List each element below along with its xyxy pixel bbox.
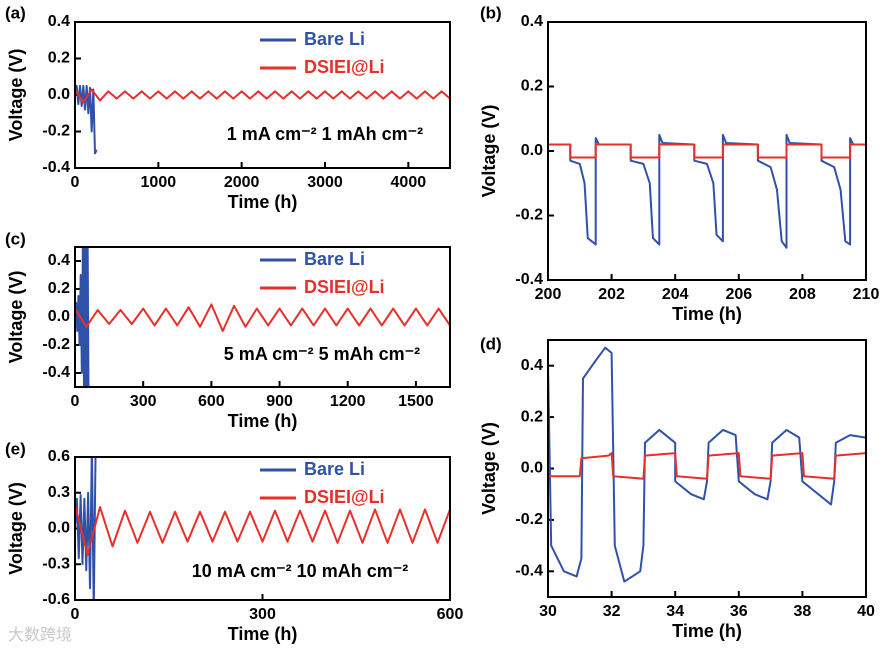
x-axis-title: Time (h) (228, 624, 298, 644)
y-tick-label: -0.4 (515, 563, 543, 580)
x-tick-label: 32 (603, 603, 621, 620)
legend-label: Bare Li (304, 459, 365, 479)
x-tick-label: 36 (730, 603, 748, 620)
y-tick-label: -0.4 (515, 271, 543, 288)
x-tick-label: 300 (249, 606, 276, 623)
y-tick-label: -0.2 (42, 336, 70, 353)
y-tick-label: 0.4 (521, 357, 543, 374)
panel: (b) -0.4 -0.2 0.0 0.2 0.4 200 202 204 206 208 210 Ti… (479, 3, 880, 323)
x-tick-label: 208 (789, 286, 816, 303)
y-tick-label: 0.2 (521, 408, 543, 425)
y-tick-label: -0.6 (42, 591, 70, 608)
x-tick-label: 0 (71, 174, 80, 191)
y-tick-label: 0.4 (521, 13, 543, 30)
y-tick-label: -0.2 (515, 207, 543, 224)
x-tick-label: 1200 (330, 393, 366, 410)
legend-label: DSIEI@Li (304, 57, 385, 77)
x-tick-label: 1500 (398, 393, 434, 410)
y-tick-label: -0.4 (42, 159, 70, 176)
x-axis-title: Time (h) (228, 411, 298, 431)
x-tick-label: 900 (266, 393, 293, 410)
y-tick-label: 0.0 (48, 520, 70, 537)
data-line (75, 457, 97, 600)
y-tick-label: 0.2 (521, 78, 543, 95)
x-tick-label: 210 (853, 286, 880, 303)
annotation: 1 mA cm⁻² 1 mAh cm⁻² (227, 124, 423, 144)
data-line (75, 247, 90, 387)
panel: (e) -0.6 -0.3 0.0 0.3 0.6 0 300 600 Time (h) Volta… (5, 439, 463, 643)
x-tick-label: 0 (71, 393, 80, 410)
panel-label: (e) (5, 439, 26, 458)
panel-label: (d) (480, 334, 502, 353)
watermark: 大数跨境 (8, 625, 72, 644)
plot-frame (74, 246, 451, 388)
plot-frame (74, 21, 451, 169)
plot-frame (547, 339, 867, 598)
x-tick-label: 206 (725, 286, 752, 303)
annotation: 5 mA cm⁻² 5 mAh cm⁻² (224, 344, 420, 364)
legend-label: DSIEI@Li (304, 277, 385, 297)
y-tick-label: -0.2 (42, 123, 70, 140)
y-tick-label: 0.0 (521, 142, 543, 159)
y-tick-label: 0.3 (48, 484, 70, 501)
y-tick-label: 0.6 (48, 448, 70, 465)
y-tick-label: 0.0 (521, 460, 543, 477)
x-tick-label: 200 (535, 286, 562, 303)
y-tick-label: -0.2 (515, 511, 543, 528)
x-tick-label: 202 (598, 286, 625, 303)
x-tick-label: 204 (662, 286, 689, 303)
y-axis-title: Voltage (V) (479, 105, 499, 198)
y-tick-label: 0.0 (48, 86, 70, 103)
y-axis-title: Voltage (V) (6, 271, 26, 364)
y-axis-title: Voltage (V) (6, 482, 26, 575)
y-tick-label: -0.4 (42, 364, 70, 381)
x-tick-label: 38 (794, 603, 812, 620)
x-tick-label: 600 (437, 606, 464, 623)
panel-label: (a) (5, 3, 26, 22)
x-tick-label: 3000 (307, 174, 343, 191)
legend-label: DSIEI@Li (304, 487, 385, 507)
data-line (548, 143, 866, 159)
data-line (548, 346, 866, 583)
x-tick-label: 30 (539, 603, 557, 620)
y-tick-label: 0.0 (48, 308, 70, 325)
x-tick-label: 4000 (391, 174, 427, 191)
x-tick-label: 2000 (224, 174, 260, 191)
panel-label: (c) (5, 229, 26, 248)
panel: (c) -0.4 -0.2 0.0 0.2 0.4 0 300 600 900 1200 1500 Ti… (5, 229, 451, 431)
panel: (d) -0.4 -0.2 0.0 0.2 0.4 30 32 34 36 38 40 Time (h)… (479, 334, 875, 640)
x-axis-title: Time (h) (672, 304, 742, 324)
y-tick-label: 0.4 (48, 13, 70, 30)
x-tick-label: 600 (198, 393, 225, 410)
data-line (75, 303, 450, 332)
data-line (75, 88, 450, 104)
x-tick-label: 34 (666, 603, 684, 620)
annotation: 10 mA cm⁻² 10 mAh cm⁻² (192, 561, 408, 581)
x-tick-label: 300 (130, 393, 157, 410)
plot-frame (547, 21, 867, 281)
x-axis-title: Time (h) (672, 621, 742, 641)
plot-frame (74, 456, 451, 601)
x-tick-label: 1000 (141, 174, 177, 191)
y-tick-label: 0.2 (48, 280, 70, 297)
x-axis-title: Time (h) (228, 192, 298, 212)
y-tick-label: -0.3 (42, 555, 70, 572)
y-tick-label: 0.2 (48, 50, 70, 67)
y-axis-title: Voltage (V) (479, 422, 499, 515)
legend-label: Bare Li (304, 29, 365, 49)
y-axis-title: Voltage (V) (6, 49, 26, 142)
panel-label: (b) (480, 3, 502, 22)
legend-label: Bare Li (304, 249, 365, 269)
y-tick-label: 0.4 (48, 252, 70, 269)
x-tick-label: 40 (857, 603, 875, 620)
data-line (75, 504, 450, 556)
data-line (548, 452, 866, 480)
x-tick-label: 0 (71, 606, 80, 623)
panel: (a) -0.4 -0.2 0.0 0.2 0.4 0 1000 2000 3000 4000 Tim… (5, 3, 451, 212)
